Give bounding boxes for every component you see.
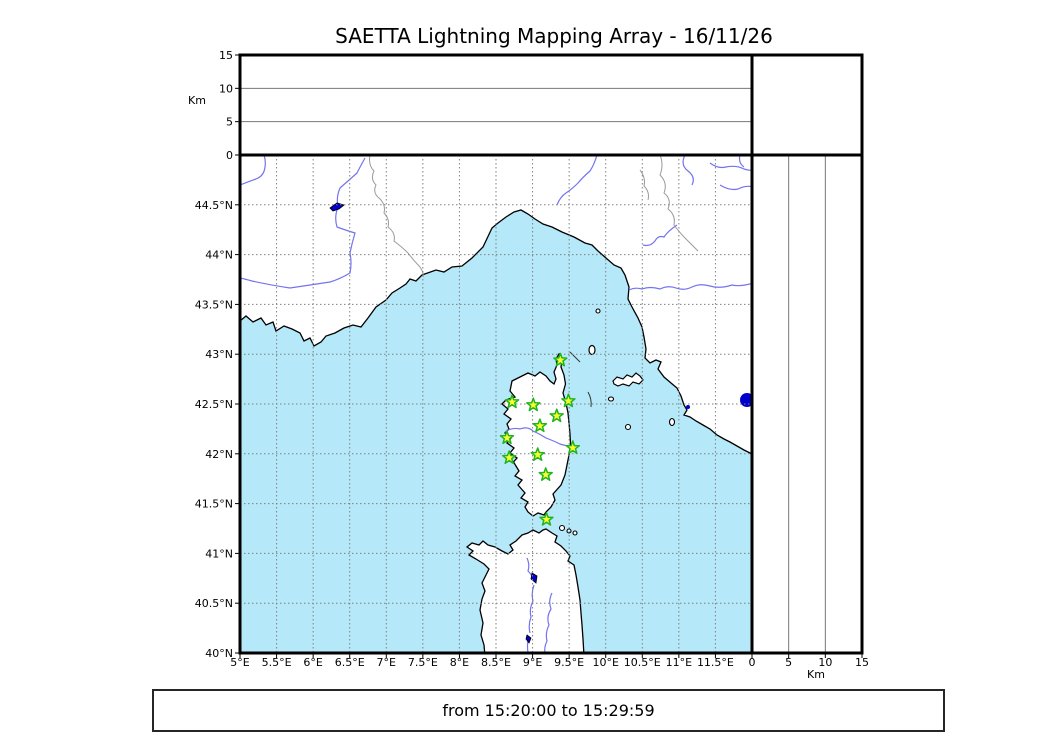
top-km-tick-label: 5: [226, 116, 233, 129]
bolsena-lake: [740, 393, 752, 407]
axis-tick-labels: 5°E 5.5°E 6°E 6.5°E 7°E 7.5°E 8°E 8.5°E 9°E 9.5°E…: [188, 49, 869, 681]
lma-station-marker: [504, 394, 520, 409]
lon-tick-label: 9.5°E: [554, 656, 584, 669]
lma-station-marker: [526, 397, 541, 412]
lat-tick-label: 40.5°N: [195, 597, 233, 610]
lon-tick-label: 7°E: [377, 656, 396, 669]
lon-tick-label: 8.5°E: [481, 656, 511, 669]
elba-island: [612, 372, 644, 387]
lat-tick-label: 44.5°N: [195, 199, 233, 212]
lon-tick-label: 5°E: [230, 656, 249, 669]
lon-tick-label: 7.5°E: [408, 656, 438, 669]
river: [544, 592, 553, 653]
admin-borders-group: [369, 155, 699, 278]
maddalena-islet: [558, 524, 566, 532]
river: [709, 162, 752, 171]
top-km-tick-label: 10: [219, 82, 233, 95]
lon-tick-label: 9°E: [523, 656, 542, 669]
axis-ticks: [235, 54, 863, 658]
lat-tick-label: 42°N: [205, 448, 233, 461]
lma-station-marker: [565, 440, 581, 455]
right-km-tick-label: 15: [855, 656, 869, 669]
lma-station-marker: [561, 393, 576, 408]
station-markers: [499, 352, 581, 526]
sardinia-lake: [525, 634, 532, 644]
lat-tick-label: 43.5°N: [195, 298, 233, 311]
right-altitude-panel-border: [750, 153, 864, 655]
lma-station-marker: [499, 430, 515, 445]
lon-tick-label: 11.5°E: [697, 656, 734, 669]
right-axis-unit-label: Km: [807, 668, 825, 681]
lma-station-marker: [553, 352, 568, 367]
mainland-landmass: [240, 155, 752, 455]
pianosa-island: [607, 396, 615, 402]
lma-station-marker: [501, 450, 517, 465]
montecristo-island: [624, 423, 632, 431]
lat-tick-label: 44°N: [205, 249, 233, 262]
plot-title: SAETTA Lightning Mapping Array - 16/11/2…: [335, 24, 773, 48]
admin-border: [639, 169, 649, 201]
river: [240, 155, 266, 186]
top-axis-unit-label: Km: [188, 94, 206, 107]
top-km-tick-label: 15: [219, 49, 233, 62]
lon-tick-label: 6.5°E: [335, 656, 365, 669]
orbetello-lagoon: [686, 405, 690, 409]
lon-tick-label: 8°E: [450, 656, 469, 669]
gorgona-island: [595, 308, 601, 314]
lat-tick-label: 43°N: [205, 348, 233, 361]
lma-station-marker: [549, 408, 564, 423]
lma-station-marker: [530, 447, 545, 462]
admin-border: [369, 155, 424, 278]
altitude-panel-gridlines: [240, 87, 826, 653]
river: [628, 282, 752, 291]
lma-station-marker: [539, 511, 554, 526]
corsica-island: [501, 352, 572, 517]
giglio-island: [668, 417, 676, 427]
river: [682, 155, 694, 186]
lat-tick-label: 42.5°N: [195, 398, 233, 411]
river: [642, 224, 678, 247]
lon-tick-label: 6°E: [303, 656, 322, 669]
capraia-island: [588, 344, 596, 356]
top-altitude-panel-border: [238, 53, 754, 157]
map-panel: [240, 155, 752, 653]
lma-station-marker: [538, 467, 553, 481]
lat-tick-label: 41°N: [205, 547, 233, 560]
lon-tick-label: 10.5°E: [624, 656, 661, 669]
coast-detail-line: [587, 391, 592, 408]
maddalena-islet: [572, 530, 578, 536]
right-km-tick-label: 0: [749, 656, 756, 669]
time-range-text: from 15:20:00 to 15:29:59: [442, 701, 655, 720]
river: [240, 157, 366, 289]
river: [556, 155, 598, 206]
river: [504, 427, 572, 447]
lon-tick-label: 5.5°E: [262, 656, 292, 669]
river: [719, 184, 752, 191]
rivers-group: [240, 155, 752, 653]
coast-detail-line: [569, 351, 581, 363]
right-km-tick-label: 5: [785, 656, 792, 669]
lon-tick-label: 11°E: [666, 656, 692, 669]
corner-histogram-panel-border: [750, 53, 864, 157]
top-km-tick-label: 0: [226, 149, 233, 162]
right-km-tick-label: 10: [818, 656, 832, 669]
lma-station-marker: [532, 418, 548, 433]
lat-tick-label: 40°N: [205, 647, 233, 660]
admin-border: [659, 155, 699, 252]
lat-tick-label: 41.5°N: [195, 498, 233, 511]
time-range-box: from 15:20:00 to 15:29:59: [152, 689, 945, 732]
lon-tick-label: 10°E: [592, 656, 618, 669]
